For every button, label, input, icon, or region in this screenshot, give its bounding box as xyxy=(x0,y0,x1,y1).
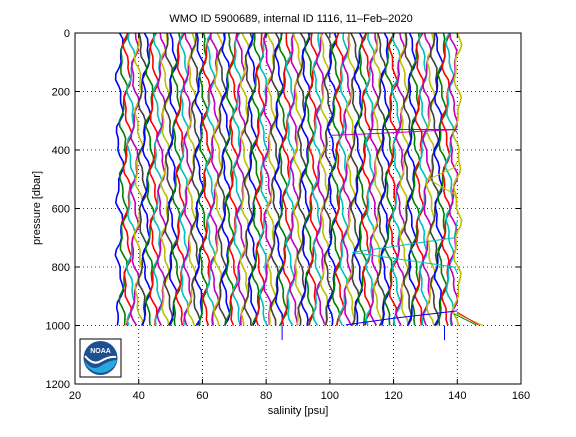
profile-line xyxy=(251,33,262,326)
y-tick-label: 0 xyxy=(64,28,70,40)
profile-line xyxy=(436,33,448,326)
profile-line xyxy=(220,33,232,326)
noaa-logo-icon: NOAA xyxy=(79,338,122,378)
profile-line xyxy=(179,33,190,326)
profile-line xyxy=(239,33,250,326)
profile-line xyxy=(277,33,288,326)
profile-line xyxy=(205,33,216,326)
y-tick-label: 1000 xyxy=(46,321,70,333)
x-tick-label: 60 xyxy=(196,390,208,402)
profile-line xyxy=(156,33,167,326)
profile-line xyxy=(429,33,440,326)
profile-line xyxy=(341,33,353,326)
profile-lines xyxy=(114,33,463,326)
y-tick-label: 600 xyxy=(52,204,70,216)
x-tick-label: 20 xyxy=(69,390,81,402)
profile-line xyxy=(384,33,394,326)
outlier-trace xyxy=(329,129,458,136)
grid-lines xyxy=(75,33,521,384)
profile-line xyxy=(171,33,182,326)
x-tick-label: 100 xyxy=(321,390,339,402)
profile-line xyxy=(330,33,342,326)
x-tick-label: 40 xyxy=(133,390,145,402)
profile-line xyxy=(448,33,459,326)
profile-line xyxy=(198,33,209,326)
x-tick-label: 140 xyxy=(448,390,466,402)
profile-line xyxy=(274,33,284,326)
profile-line xyxy=(444,33,455,326)
profile-line xyxy=(247,33,258,326)
profile-line xyxy=(194,33,205,326)
profile-line xyxy=(224,33,235,326)
profile-line xyxy=(216,33,228,326)
x-tick-label: 80 xyxy=(260,390,272,402)
profile-line xyxy=(338,33,349,326)
profile-line xyxy=(175,33,186,326)
profile-line xyxy=(144,33,155,326)
profile-line xyxy=(228,33,239,326)
x-tick-label: 160 xyxy=(512,390,530,402)
axis-ticks: 20 40 60 80 100 120 140 160 0 200 400 600 800 1000 120… xyxy=(46,28,531,402)
profile-line xyxy=(406,33,417,326)
profile-line xyxy=(452,33,463,326)
profile-line xyxy=(254,33,266,326)
y-tick-label: 800 xyxy=(52,262,70,274)
profile-line xyxy=(376,33,387,326)
profile-line xyxy=(167,33,178,326)
outlier-trace xyxy=(457,311,480,326)
chart-title: WMO ID 5900689, internal ID 1116, 11–Feb… xyxy=(169,13,412,25)
x-tick-label: 120 xyxy=(384,390,402,402)
y-tick-label: 1200 xyxy=(46,379,70,391)
profile-line xyxy=(334,33,345,326)
y-tick-label: 200 xyxy=(52,87,70,99)
outlier-trace xyxy=(352,220,458,274)
outlier-trace xyxy=(453,313,477,326)
profile-line xyxy=(357,33,368,326)
profile-line xyxy=(353,33,364,326)
noaa-logo-text: NOAA xyxy=(90,348,111,355)
profile-line xyxy=(399,33,410,326)
profile-line xyxy=(410,33,421,326)
profile-line xyxy=(114,33,125,326)
y-axis-label: pressure [dbar] xyxy=(31,171,43,245)
profile-line xyxy=(160,33,171,326)
outlier-traces xyxy=(281,129,484,341)
x-axis-label: salinity [psu] xyxy=(268,405,329,417)
outlier-trace xyxy=(427,161,458,203)
profile-line xyxy=(262,33,273,326)
y-tick-label: 400 xyxy=(52,145,70,157)
outlier-trace xyxy=(345,310,458,326)
profile-line xyxy=(266,33,277,326)
profile-line xyxy=(311,33,323,326)
profile-line xyxy=(433,33,444,326)
profile-line xyxy=(292,33,304,326)
